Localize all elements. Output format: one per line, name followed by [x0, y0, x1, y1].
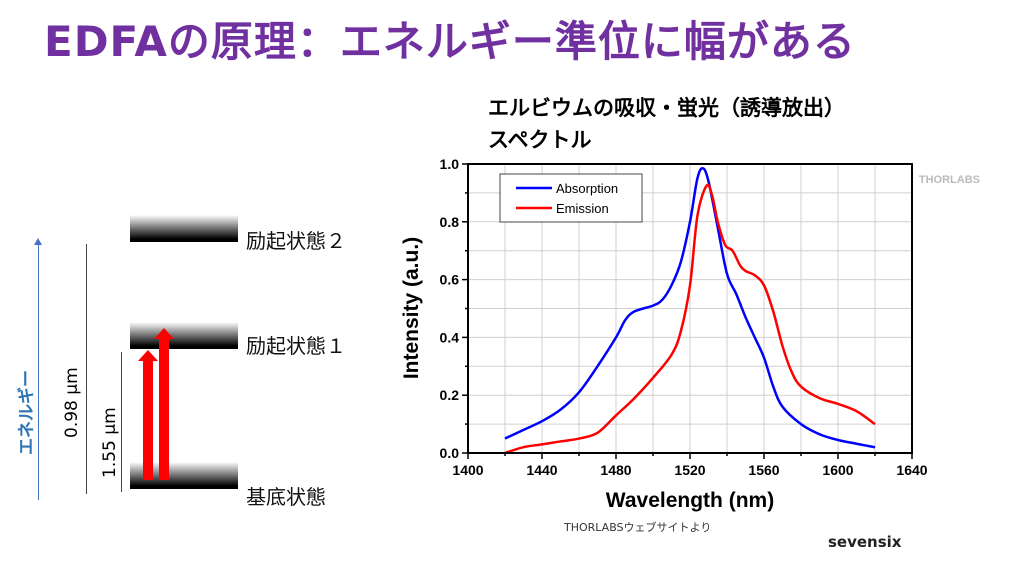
energy-axis-arrowhead-icon	[34, 238, 42, 245]
source-credit: THORLABSウェブサイトより	[564, 521, 712, 534]
y-tick-label: 0.2	[440, 387, 460, 403]
chart-title-line2: スペクトル	[488, 128, 592, 152]
legend-label-absorption: Absorption	[556, 181, 618, 196]
pump-155-arrow	[143, 360, 153, 480]
excited-state-2-level	[130, 215, 238, 242]
legend-label-emission: Emission	[556, 201, 609, 216]
x-axis-label: Wavelength (nm)	[606, 489, 774, 512]
series-line-absorption	[504, 167, 876, 449]
x-tick-label: 1560	[748, 462, 779, 478]
y-tick-label: 0.6	[440, 272, 460, 288]
brand-logo: sevensix	[828, 533, 902, 551]
x-tick-label: 1520	[674, 462, 705, 478]
x-tick-label: 1440	[526, 462, 557, 478]
x-tick-label: 1480	[600, 462, 631, 478]
excited-state-2-label: 励起状態２	[246, 229, 346, 253]
x-tick-label: 1640	[896, 462, 927, 478]
legend-box	[499, 173, 643, 223]
chart-title-line1: エルビウムの吸収・蛍光（誘導放出）	[488, 96, 845, 120]
x-tick-label: 1400	[452, 462, 483, 478]
y-tick-label: 0.8	[440, 214, 460, 230]
y-axis-label: Intensity (a.u.)	[400, 237, 423, 379]
pump-098-arrow	[159, 338, 169, 480]
ground-state-label: 基底状態	[246, 485, 326, 509]
gap-155-arrow	[121, 352, 122, 492]
excited-state-1-label: 励起状態１	[246, 334, 346, 358]
legend: Absorption Emission	[499, 173, 643, 223]
thorlabs-watermark: THORLABS	[919, 174, 980, 186]
slide-title: EDFAの原理：エネルギー準位に幅がある	[44, 17, 856, 66]
pump-155-arrowhead-icon	[138, 350, 158, 361]
gap-098-arrow	[86, 244, 87, 494]
pump-098-arrowhead-icon	[154, 328, 174, 339]
y-tick-label: 0.4	[440, 329, 460, 345]
energy-axis-arrow	[38, 242, 39, 500]
y-tick-label: 1.0	[440, 156, 460, 172]
x-tick-label: 1600	[822, 462, 853, 478]
excited-state-1-level	[130, 322, 238, 349]
series-line-emission	[504, 183, 876, 455]
y-tick-label: 0.0	[440, 445, 460, 461]
